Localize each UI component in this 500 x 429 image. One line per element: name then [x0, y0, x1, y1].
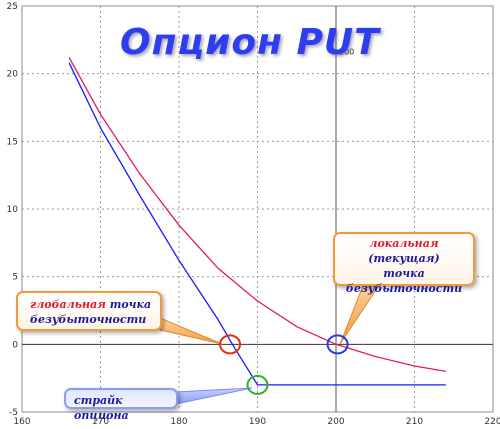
pointer-global — [159, 317, 223, 345]
y-tick-label: 15 — [7, 137, 18, 147]
callout-local-rest: (текущая) — [368, 252, 440, 265]
series — [68, 57, 447, 386]
reference-line-label: 200 — [339, 48, 354, 57]
plot-frame — [21, 5, 494, 413]
y-tick-label: 25 — [7, 2, 18, 12]
callout-local-breakeven: локальная (текущая) точка безубыточности — [333, 232, 475, 295]
x-tick-label: 190 — [249, 417, 266, 427]
highlight-marker-2 — [326, 334, 349, 355]
x-tick-label: 170 — [92, 417, 109, 427]
tick-labels: 160 170 180 190 200 210 220 -5 0 5 10 15 20 25 200 — [7, 2, 500, 427]
highlight-marker-1 — [219, 334, 242, 355]
y-tick-label: 20 — [7, 70, 19, 80]
series-line-1 — [68, 62, 446, 386]
callout-strike: страйк опциона — [64, 388, 178, 422]
chart-title: Опцион PUT — [120, 22, 380, 63]
callout-global-accent: глобальная — [30, 298, 106, 311]
grid — [22, 6, 493, 412]
series-line-2 — [68, 57, 447, 373]
y-tick-label: 5 — [12, 273, 18, 283]
highlight-marker-3 — [246, 374, 269, 395]
pointer-strike — [175, 387, 253, 405]
y-tick-label: 10 — [7, 205, 19, 215]
x-tick-label: 180 — [170, 417, 187, 427]
x-tick-label: 220 — [484, 417, 500, 427]
callout-local-line3: безубыточности — [345, 282, 463, 295]
markers — [219, 334, 349, 395]
x-tick-label: 160 — [13, 417, 30, 427]
y-tick-label: -5 — [9, 408, 18, 418]
y-tick-label: 0 — [12, 340, 18, 350]
x-tick-label: 210 — [406, 417, 423, 427]
callout-global-rest: точка — [109, 298, 152, 311]
callout-global-breakeven: глобальная точка безубыточности — [16, 291, 162, 331]
callout-local-accent: локальная — [369, 237, 439, 250]
callout-global-line2: безубыточности — [30, 313, 147, 326]
callout-local-line2: точка — [383, 267, 425, 280]
x-tick-label: 200 — [327, 417, 344, 427]
callout-strike-text: страйк опциона — [74, 394, 129, 422]
